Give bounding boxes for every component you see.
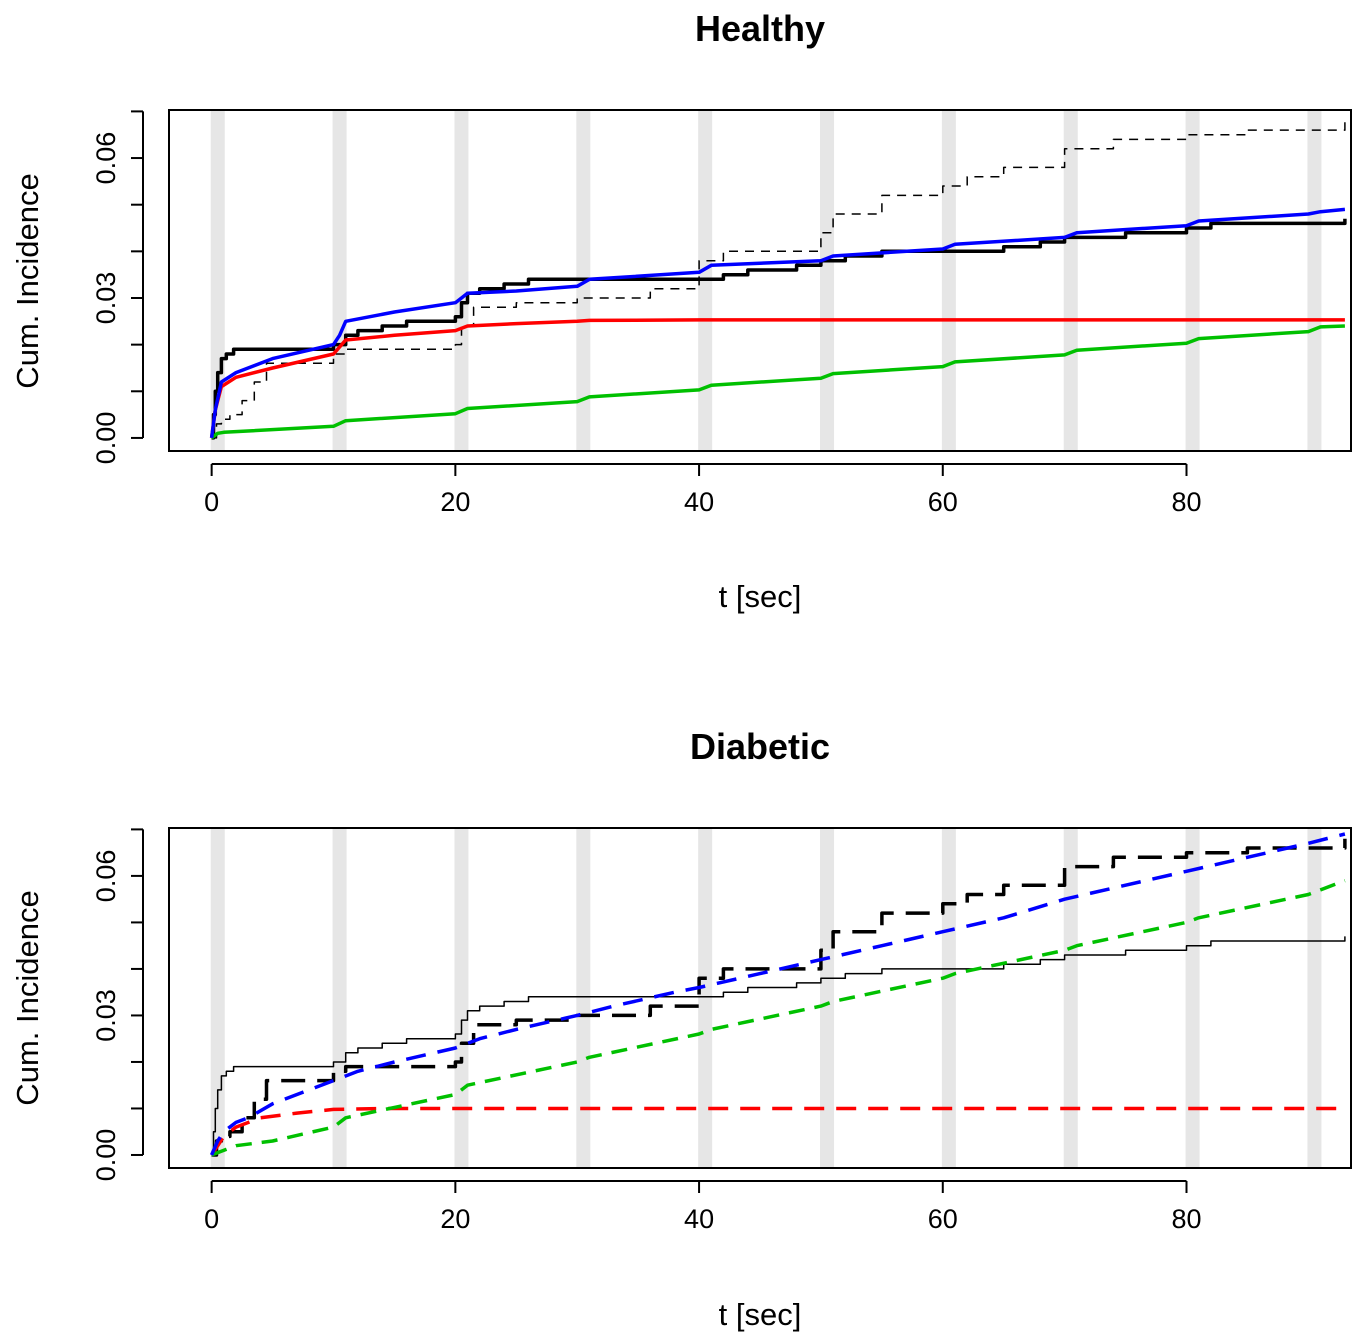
diabetic-series (209, 832, 1347, 1157)
diabetic-band-7 (1063, 829, 1078, 1167)
healthy-band-9 (1307, 111, 1322, 450)
diabetic-band-2 (454, 829, 469, 1167)
diabetic-y-tick-label-0: 0.00 (91, 1129, 121, 1182)
healthy-y-tick-label-3: 0.03 (91, 272, 121, 325)
healthy-series-line-0 (211, 120, 1346, 439)
diabetic-series-line-0 (211, 936, 1346, 1156)
healthy-x-tick-label-1: 20 (440, 487, 470, 517)
healthy-x-tick-label-3: 60 (928, 487, 958, 517)
healthy-x-tick-label-4: 80 (1171, 487, 1201, 517)
healthy-x-axis: 0 20 40 60 80 (204, 463, 1202, 517)
healthy-y-tick-label-6: 0.06 (91, 132, 121, 185)
diabetic-x-tick-label-3: 60 (928, 1204, 958, 1234)
diabetic-band-6 (941, 829, 956, 1167)
healthy-y-axis: 0.00 0.03 0.06 (91, 110, 144, 465)
healthy-x-axis-label: t [sec] (719, 579, 802, 614)
diabetic-panel: Diabetic 0 20 40 60 80 0.000.030.06 t [sec] … (10, 726, 1352, 1332)
healthy-band-6 (941, 111, 956, 450)
healthy-x-tick-label-2: 40 (684, 487, 714, 517)
diabetic-x-axis: 0 20 40 60 80 (204, 1180, 1202, 1234)
healthy-panel: Healthy 0 20 40 60 80 0.00 0.03 0.06 t [sec] C… (10, 8, 1352, 614)
diabetic-band-3 (576, 829, 591, 1167)
healthy-plot-frame (168, 109, 1352, 452)
diabetic-band-4 (698, 829, 713, 1167)
healthy-band-5 (820, 111, 835, 450)
healthy-band-7 (1063, 111, 1078, 450)
diabetic-series-line-3 (210, 878, 1346, 1157)
healthy-band-2 (454, 111, 469, 450)
diabetic-series-line-2 (210, 1106, 1345, 1156)
healthy-series-line-4 (209, 207, 1346, 439)
diabetic-y-tick-label-6: 0.06 (91, 850, 121, 903)
healthy-band-1 (332, 111, 347, 450)
healthy-x-tick-label-0: 0 (204, 487, 219, 517)
diabetic-x-tick-label-2: 40 (684, 1204, 714, 1234)
healthy-series-line-1 (211, 218, 1347, 440)
diabetic-x-tick-label-0: 0 (204, 1204, 219, 1234)
diabetic-x-tick-label-1: 20 (440, 1204, 470, 1234)
diabetic-bands (210, 829, 1322, 1167)
diabetic-band-8 (1185, 829, 1200, 1167)
diabetic-y-axis-label: Cum. Incidence (10, 890, 45, 1105)
diabetic-band-9 (1307, 829, 1322, 1167)
healthy-band-8 (1185, 111, 1200, 450)
healthy-series (209, 120, 1347, 440)
healthy-title: Healthy (695, 8, 825, 49)
diabetic-x-axis-label: t [sec] (719, 1297, 802, 1332)
diabetic-band-0 (210, 829, 225, 1167)
diabetic-plot-frame (168, 827, 1352, 1169)
healthy-bands (210, 111, 1322, 450)
diabetic-title: Diabetic (690, 726, 830, 767)
diabetic-series-line-4 (209, 832, 1346, 1156)
healthy-y-tick-label-0: 0.00 (91, 412, 121, 465)
diabetic-band-1 (332, 829, 347, 1167)
healthy-series-line-3 (210, 324, 1345, 440)
diabetic-series-line-1 (211, 838, 1347, 1157)
diabetic-band-5 (820, 829, 835, 1167)
healthy-series-line-2 (209, 318, 1345, 439)
diabetic-y-axis: 0.00 0.03 0.06 (91, 828, 144, 1182)
diabetic-y-tick-label-3: 0.03 (91, 989, 121, 1042)
diabetic-x-tick-label-4: 80 (1171, 1204, 1201, 1234)
healthy-y-axis-label: Cum. Incidence (10, 173, 45, 388)
